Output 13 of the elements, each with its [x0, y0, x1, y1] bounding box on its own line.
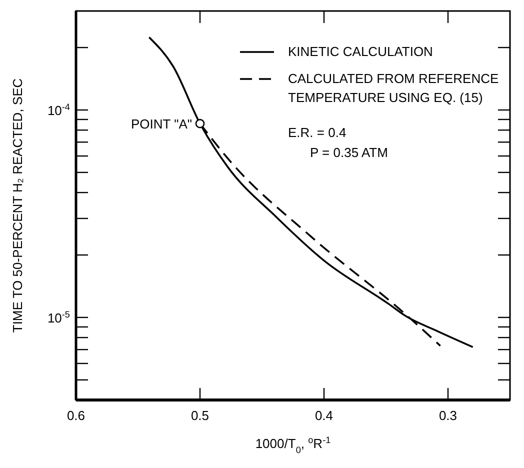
x-tick-label: 0.5 — [190, 408, 210, 423]
y-axis-title: TIME TO 50-PERCENT H₂ REACTED, SEC — [10, 78, 25, 333]
x-axis-title: 1000/T$_{0}$, $^{o}$R$^{-1}$ — [255, 435, 331, 455]
legend-label: CALCULATED FROM REFERENCE TEMPERATURE USING EQ. (15) — [288, 71, 499, 105]
x-tick-label: 0.4 — [314, 408, 334, 423]
y-tick-label: 10$^{-4}$ — [47, 102, 70, 118]
annotation: POINT "A" — [130, 116, 192, 132]
x-tick-label: 0.3 — [438, 408, 458, 423]
x-tick-label: 0.6 — [66, 408, 86, 423]
annotation: E.R. = 0.4 — [288, 125, 346, 140]
y-tick-label: 10$^{-5}$ — [47, 309, 70, 326]
legend-label: KINETIC CALCULATION — [288, 44, 433, 59]
annotation: P = 0.35 ATM — [310, 145, 388, 160]
